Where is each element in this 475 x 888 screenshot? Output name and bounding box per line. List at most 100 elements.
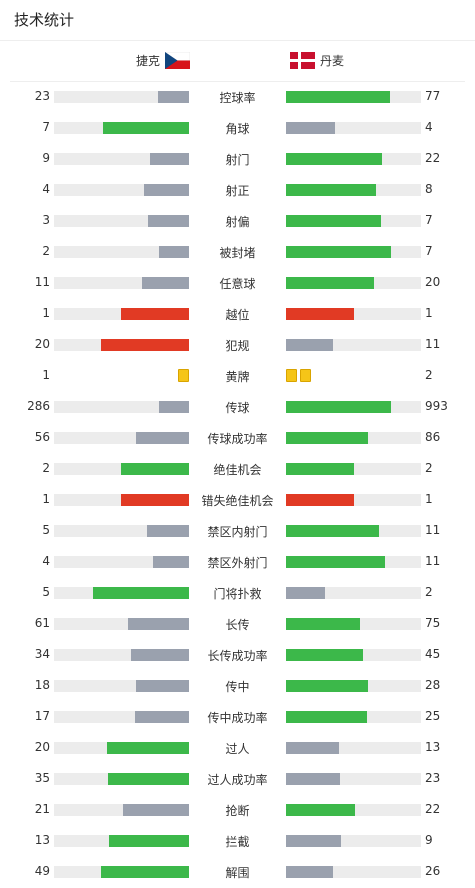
stat-label: 角球 [225, 122, 250, 136]
home-bar-fill [121, 494, 189, 506]
away-value: 993 [425, 399, 448, 413]
home-bar-fill [108, 773, 189, 785]
home-team-name: 捷克 [135, 54, 160, 68]
stat-row: 5 门将扑救 2 [0, 577, 475, 608]
home-value: 20 [34, 337, 50, 351]
away-team-name: 丹麦 [320, 54, 345, 68]
home-value: 11 [34, 275, 50, 289]
home-bar-track [54, 122, 189, 134]
stat-row: 2 被封堵 7 [0, 236, 475, 267]
home-value: 4 [42, 182, 50, 196]
home-value: 23 [34, 89, 50, 103]
stat-row: 23 控球率 77 [0, 81, 475, 112]
home-bar-track [54, 556, 189, 568]
away-value: 45 [425, 647, 441, 661]
away-bar-fill [286, 773, 340, 785]
stat-row: 17 传中成功率 25 [0, 701, 475, 732]
stat-label: 射偏 [225, 215, 250, 229]
stat-label: 被封堵 [219, 246, 256, 260]
yellow-card-icon [178, 369, 189, 382]
home-value: 49 [34, 864, 50, 878]
stat-label: 射正 [225, 184, 250, 198]
home-bar-track [54, 91, 189, 103]
home-value: 3 [42, 213, 50, 227]
away-bar-fill [286, 91, 390, 103]
home-bar-track [54, 680, 189, 692]
away-value: 11 [425, 337, 441, 351]
team-header: 捷克 丹麦 [10, 41, 465, 82]
stat-label: 传中 [225, 680, 250, 694]
away-yellow-cards [286, 369, 311, 382]
away-bar-fill [286, 804, 355, 816]
denmark-flag-icon [290, 52, 315, 69]
stat-row: 35 过人成功率 23 [0, 763, 475, 794]
away-value: 2 [425, 461, 433, 475]
stat-label: 传球 [225, 401, 250, 415]
away-value: 7 [425, 244, 433, 258]
away-bar-track [286, 587, 421, 599]
away-bar-track [286, 835, 421, 847]
away-bar-track [286, 91, 421, 103]
away-value: 86 [425, 430, 441, 444]
away-bar-fill [286, 525, 379, 537]
away-bar-fill [286, 215, 381, 227]
away-bar-track [286, 804, 421, 816]
stat-row: 1 越位 1 [0, 298, 475, 329]
away-value: 1 [425, 306, 433, 320]
home-bar-track [54, 339, 189, 351]
home-bar-fill [93, 587, 189, 599]
stat-row: 2 绝佳机会 2 [0, 453, 475, 484]
away-bar-track [286, 277, 421, 289]
away-bar-track [286, 339, 421, 351]
home-bar-track [54, 742, 189, 754]
home-bar-fill [135, 711, 189, 723]
away-bar-fill [286, 835, 341, 847]
home-value: 13 [34, 833, 50, 847]
stat-row: 3 射偏 7 [0, 205, 475, 236]
stat-row: 5 禁区内射门 11 [0, 515, 475, 546]
stat-label: 传球成功率 [207, 432, 268, 446]
away-value: 13 [425, 740, 441, 754]
away-bar-fill [286, 153, 382, 165]
stat-label: 越位 [225, 308, 250, 322]
home-value: 34 [34, 647, 50, 661]
away-value: 11 [425, 523, 441, 537]
away-value: 4 [425, 120, 433, 134]
home-value: 1 [42, 492, 50, 506]
away-bar-fill [286, 680, 368, 692]
home-bar-track [54, 308, 189, 320]
away-bar-fill [286, 556, 385, 568]
home-bar-track [54, 587, 189, 599]
stat-label: 黄牌 [225, 370, 250, 384]
away-bar-fill [286, 401, 391, 413]
away-bar-fill [286, 866, 333, 878]
away-bar-track [286, 184, 421, 196]
home-bar-track [54, 432, 189, 444]
home-bar-track [54, 277, 189, 289]
away-value: 26 [425, 864, 441, 878]
home-bar-track [54, 153, 189, 165]
stat-label: 禁区外射门 [207, 556, 268, 570]
home-value: 35 [34, 771, 50, 785]
home-bar-track [54, 525, 189, 537]
home-bar-track [54, 773, 189, 785]
stat-label: 长传成功率 [207, 649, 268, 663]
away-bar-track [286, 308, 421, 320]
home-value: 20 [34, 740, 50, 754]
stat-row: 11 任意球 20 [0, 267, 475, 298]
home-value: 61 [34, 616, 50, 630]
stat-label: 射门 [225, 153, 250, 167]
home-bar-fill [150, 153, 189, 165]
stat-label: 传中成功率 [207, 711, 268, 725]
away-bar-fill [286, 463, 354, 475]
home-bar-fill [159, 401, 189, 413]
home-bar-fill [121, 463, 189, 475]
home-bar-fill [136, 680, 189, 692]
stat-label: 禁区内射门 [207, 525, 268, 539]
away-team: 丹麦 [290, 52, 344, 69]
yellow-card-icon [300, 369, 311, 382]
stat-label: 绝佳机会 [213, 463, 262, 477]
home-bar-fill [101, 866, 189, 878]
home-bar-fill [147, 525, 189, 537]
home-bar-fill [144, 184, 189, 196]
